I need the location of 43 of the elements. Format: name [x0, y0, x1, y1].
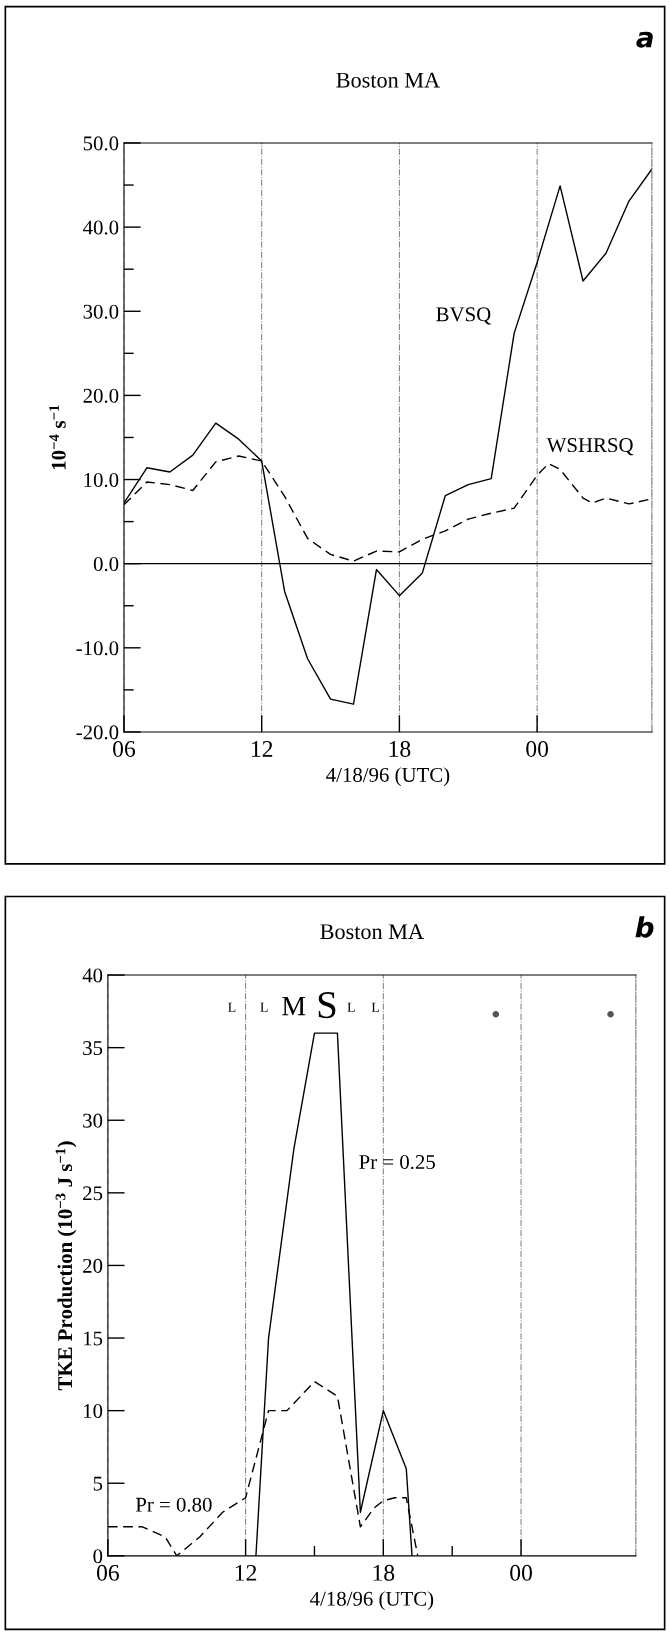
y-tick-label: 40 — [82, 968, 103, 983]
y-tick-label: 15 — [84, 1331, 103, 1346]
y-tick-label: 25 — [83, 1186, 103, 1201]
chart-title: Boston MA — [320, 924, 424, 940]
annotation: WSHRSQ — [546, 438, 634, 456]
annotation: L — [371, 1002, 379, 1012]
y-axis-title: 10$^{−4}$ s$^{−1}$ — [49, 405, 66, 470]
y-tick-label: 30.0 — [83, 304, 119, 319]
annotation: L — [228, 1002, 236, 1012]
annotation: M — [282, 996, 306, 1016]
y-tick-label: 10.0 — [84, 472, 119, 488]
annotation: BVSQ — [436, 307, 491, 325]
x-tick-label: 00 — [510, 1564, 532, 1581]
y-tick-label: 35 — [83, 1041, 103, 1056]
y-tick-label: -20.0 — [76, 725, 119, 740]
x-tick-label: 18 — [389, 740, 411, 757]
y-tick-label: 0.0 — [93, 557, 119, 572]
y-axis-title: TKE Production (10$^{−3}$ J s$^{−1}$) — [55, 1141, 77, 1391]
x-tick-label: 12 — [251, 741, 273, 757]
x-tick-label: 00 — [526, 740, 549, 757]
y-tick-label: 50.0 — [83, 136, 119, 151]
y-tick-label: 5 — [93, 1476, 103, 1491]
y-tick-label: 10 — [84, 1404, 103, 1419]
x-tick-label: 06 — [96, 1564, 119, 1581]
chart-title: Boston MA — [336, 72, 440, 88]
text: a — [636, 31, 653, 48]
y-tick-label: 20 — [83, 1258, 103, 1273]
annotation: L — [260, 1002, 268, 1012]
x-axis-title: 4/18/96 (UTC) — [310, 1591, 434, 1611]
y-tick-label: 30 — [83, 1113, 103, 1128]
y-tick-label: 0 — [93, 1549, 103, 1564]
annotation: S — [318, 992, 336, 1019]
annotation: Pr = 0.25 — [359, 1154, 435, 1170]
y-tick-label: -10.0 — [76, 641, 119, 656]
y-tick-label: 20.0 — [83, 388, 119, 403]
text: b — [635, 916, 654, 938]
y-tick-label: 40.0 — [83, 220, 119, 235]
x-tick-label: 06 — [113, 740, 136, 757]
annotation: Pr = 0.80 — [135, 1497, 212, 1512]
x-tick-label: 12 — [235, 1564, 257, 1581]
x-tick-label: 18 — [373, 1564, 395, 1581]
x-axis-title: 4/18/96 (UTC) — [326, 767, 450, 787]
annotation: L — [347, 1002, 355, 1012]
